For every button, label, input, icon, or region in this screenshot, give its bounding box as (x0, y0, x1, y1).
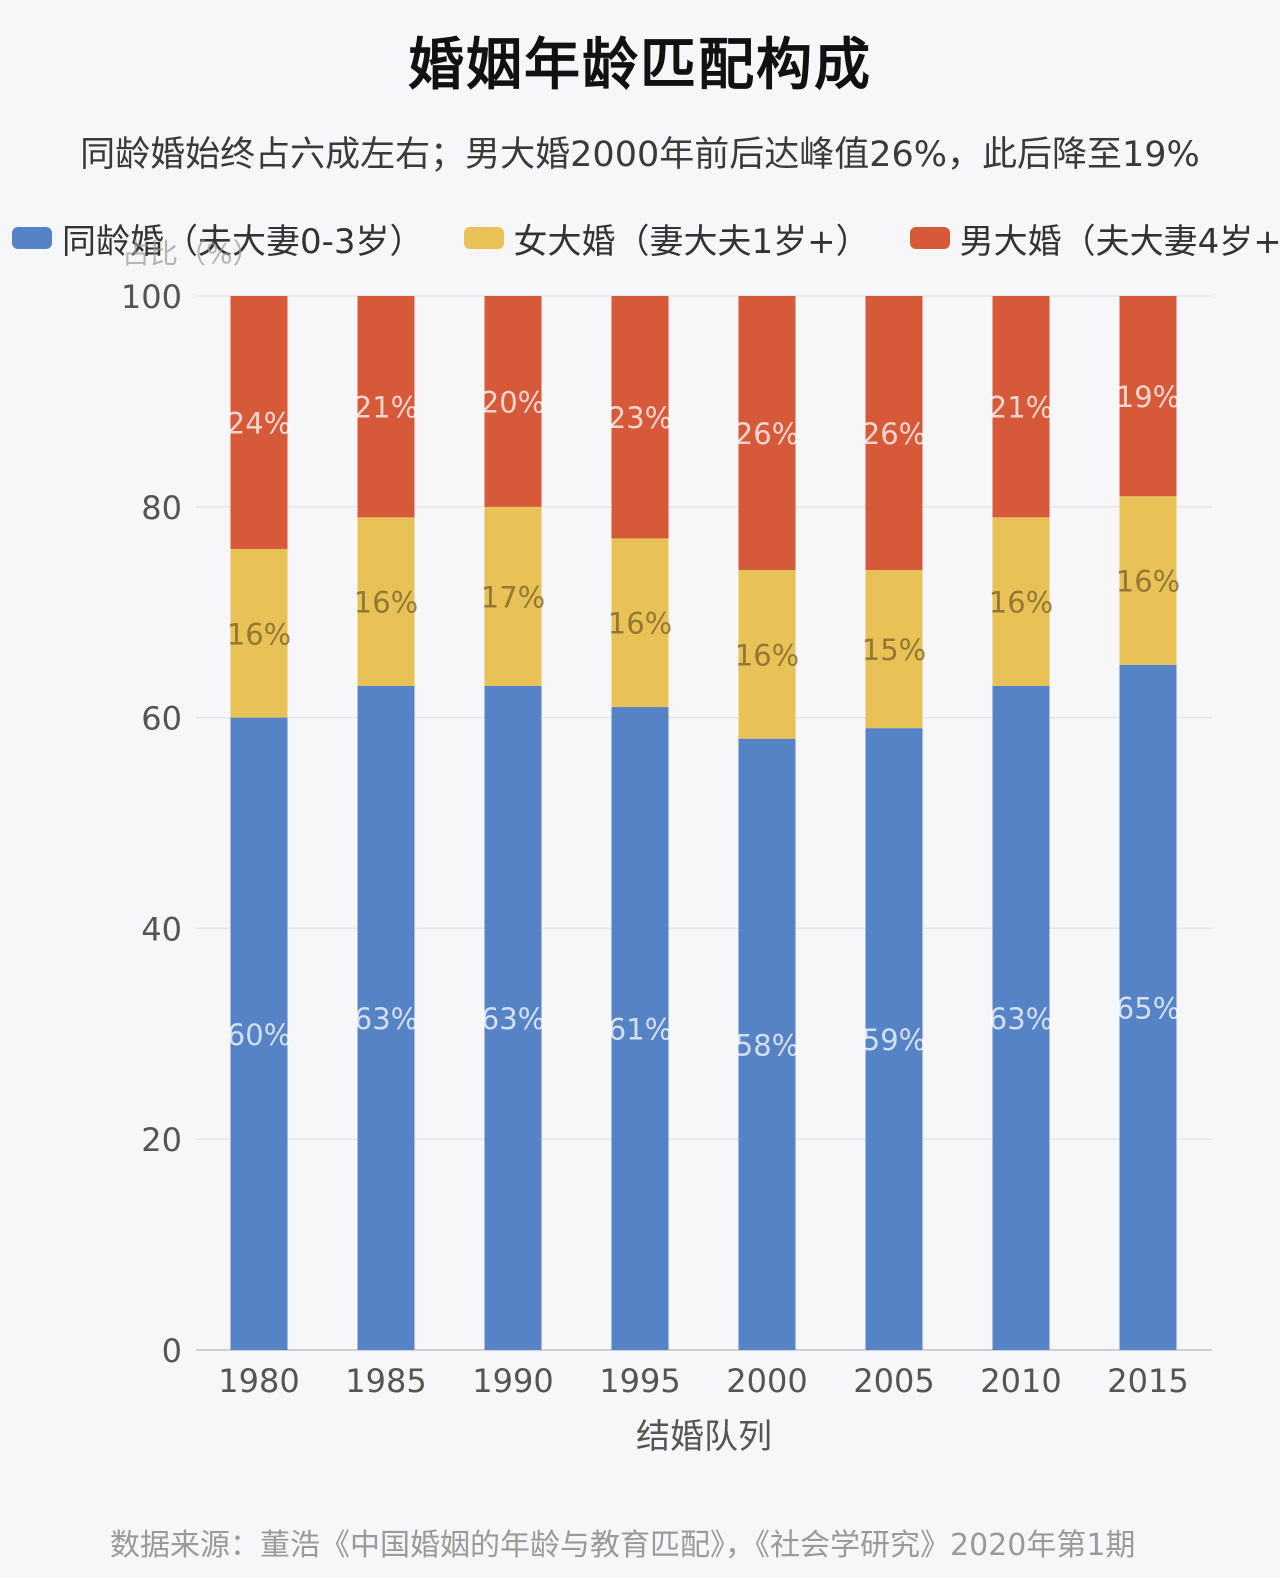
bar-value-label: 58% (735, 1028, 799, 1062)
bar-value-label: 16% (1116, 565, 1180, 599)
bar-value-label: 16% (227, 617, 291, 651)
y-tick-label: 80 (141, 489, 182, 527)
legend-item-same-age[interactable]: 同龄婚（夫大妻0-3岁） (12, 214, 424, 263)
bar-segment[interactable] (611, 707, 669, 1350)
bar-segment[interactable] (230, 717, 288, 1350)
bar-segment[interactable] (992, 685, 1050, 1350)
legend-swatch-wife-older (463, 227, 504, 249)
bar-value-label: 16% (735, 638, 799, 672)
legend-swatch-husband-older (909, 227, 950, 249)
bar-segment[interactable] (738, 570, 796, 739)
y-axis-title: 占比（%） (122, 237, 261, 270)
bar-value-label: 61% (608, 1013, 672, 1047)
bar-segment[interactable] (611, 538, 669, 708)
bar-segment[interactable] (738, 296, 796, 571)
bar-value-label: 19% (1116, 380, 1180, 414)
x-tick-label: 2015 (1107, 1362, 1188, 1400)
chart-legend: 同龄婚（夫大妻0-3岁） 女大婚（妻大夫1岁+） 男大婚（夫大妻4岁+） (12, 214, 1280, 263)
bar-value-label: 15% (862, 633, 926, 667)
y-tick-label: 60 (141, 700, 182, 738)
x-tick-label: 1995 (599, 1362, 680, 1400)
bar-segment[interactable] (484, 296, 542, 507)
legend-label-same-age: 同龄婚（夫大妻0-3岁） (62, 221, 424, 262)
x-tick-label: 2005 (853, 1362, 934, 1400)
x-tick-label: 2010 (980, 1362, 1061, 1400)
bar-value-label: 65% (1116, 991, 1180, 1025)
y-tick-label: 100 (121, 278, 182, 316)
x-tick-label: 2000 (726, 1362, 807, 1400)
y-tick-label: 40 (141, 910, 182, 948)
bar-segment[interactable] (865, 728, 923, 1350)
bar-value-label: 16% (608, 607, 672, 641)
bar-segment[interactable] (230, 548, 288, 718)
bar-segment[interactable] (230, 296, 288, 549)
bar-value-label: 23% (608, 401, 672, 435)
bar-value-label: 17% (481, 580, 545, 614)
bar-segment[interactable] (865, 296, 923, 571)
x-tick-label: 1990 (472, 1362, 553, 1400)
bar-value-label: 26% (862, 417, 926, 451)
bar-value-label: 26% (735, 417, 799, 451)
bar-value-label: 20% (481, 385, 545, 419)
bar-segment[interactable] (1119, 496, 1177, 665)
legend-item-husband-older[interactable]: 男大婚（夫大妻4岁+） (909, 214, 1280, 263)
bar-segment[interactable] (357, 296, 415, 518)
bar-segment[interactable] (865, 570, 923, 729)
bar-segment[interactable] (1119, 296, 1177, 497)
bar-value-label: 63% (354, 1002, 418, 1036)
bar-segment[interactable] (1119, 664, 1177, 1350)
legend-swatch-same-age (12, 227, 52, 249)
bar-value-label: 63% (481, 1002, 545, 1036)
x-axis-title: 结婚队列 (636, 1417, 772, 1457)
bar-segment[interactable] (484, 685, 542, 1350)
y-tick-label: 0 (162, 1332, 182, 1370)
bar-value-label: 21% (354, 391, 418, 425)
y-tick-label: 20 (141, 1121, 182, 1159)
bar-segment[interactable] (611, 296, 669, 539)
bar-value-label: 21% (989, 391, 1053, 425)
bar-value-label: 16% (989, 586, 1053, 620)
x-tick-label: 1980 (218, 1362, 299, 1400)
bar-segment[interactable] (357, 517, 415, 686)
bar-value-label: 59% (862, 1023, 926, 1057)
chart-title: 婚姻年龄匹配构成 (408, 33, 872, 98)
bar-segment[interactable] (357, 685, 415, 1350)
bar-value-label: 24% (227, 406, 291, 440)
bar-segment[interactable] (484, 506, 542, 686)
source-note: 数据来源：董浩《中国婚姻的年龄与教育匹配》，《社会学研究》2020年第1期 (110, 1528, 1136, 1563)
legend-label-wife-older: 女大婚（妻大夫1岁+） (513, 221, 870, 262)
bar-segment[interactable] (992, 517, 1050, 686)
bar-segment[interactable] (738, 738, 796, 1350)
bar-segment[interactable] (992, 296, 1050, 518)
legend-item-wife-older[interactable]: 女大婚（妻大夫1岁+） (463, 214, 870, 263)
bar-value-label: 16% (354, 586, 418, 620)
chart-subtitle: 同龄婚始终占六成左右；男大婚2000年前后达峰值26%，此后降至19% (80, 135, 1200, 175)
x-tick-label: 1985 (345, 1362, 426, 1400)
legend-label-husband-older: 男大婚（夫大妻4岁+） (959, 221, 1280, 262)
bar-value-label: 63% (989, 1002, 1053, 1036)
stacked-bar-chart: 0 20 40 60 80 100 60% 16% 24% 1980 63% 16% 21% 1985 63… (121, 278, 1212, 1457)
bar-value-label: 60% (227, 1018, 291, 1052)
